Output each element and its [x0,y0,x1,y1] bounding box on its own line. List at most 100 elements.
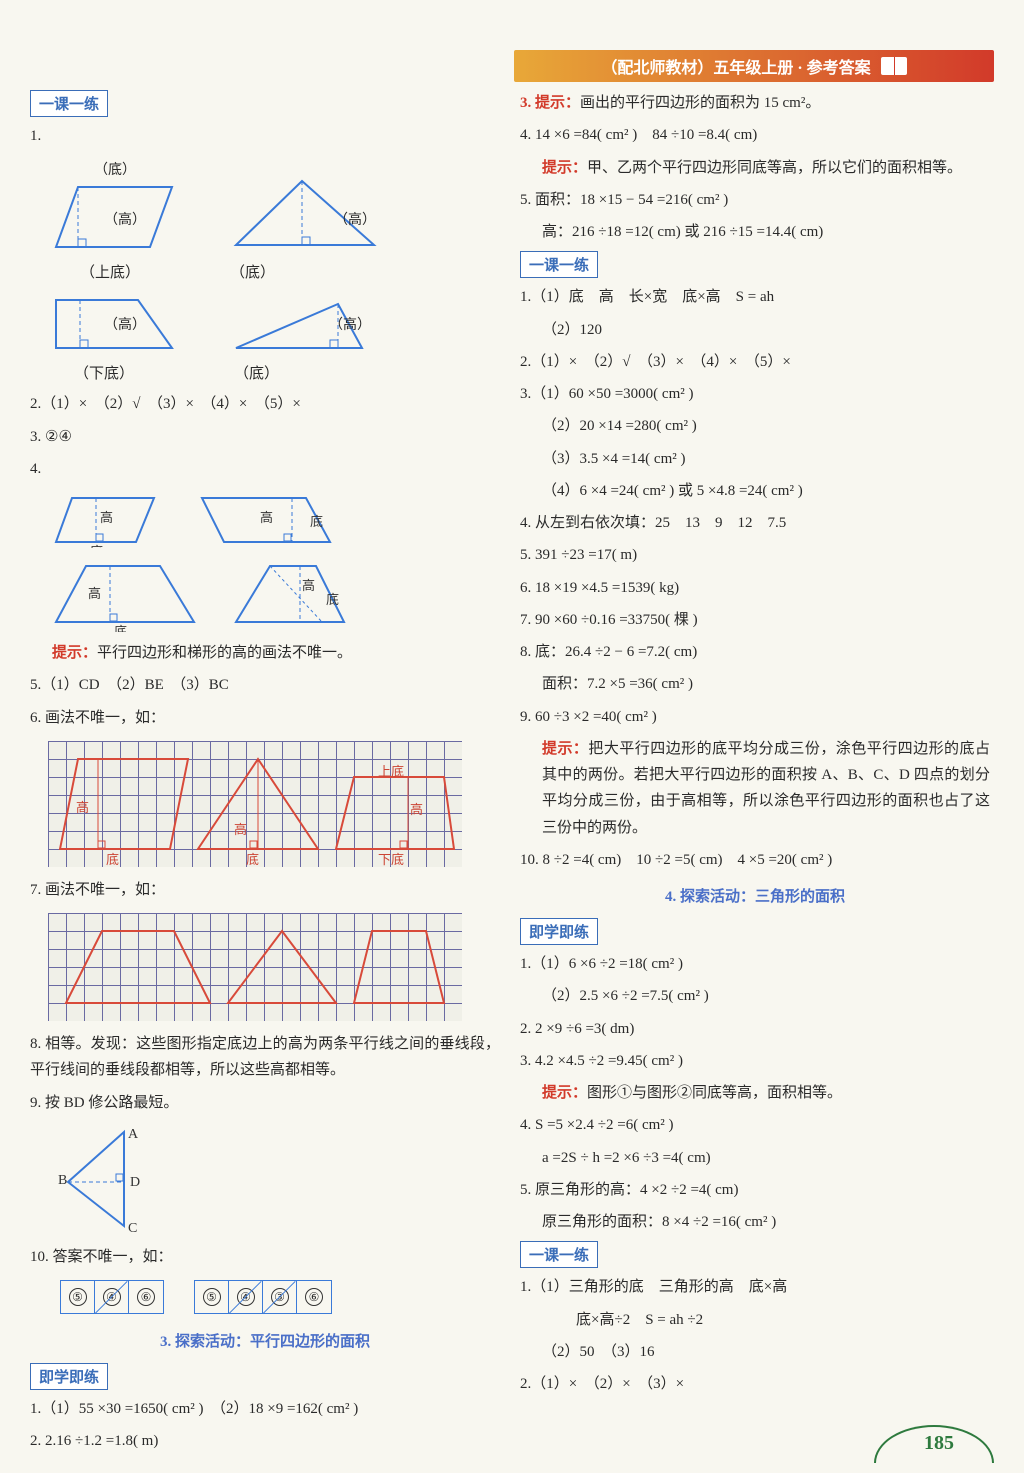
section-4-title: 4. 探索活动：三角形的面积 [520,885,990,906]
q8: 8. 相等。发现：这些图形指定底边上的高为两条平行线之间的垂线段，平行线间的垂线… [30,1031,500,1084]
cell-val: ⑥ [137,1288,155,1306]
svg-text:底: 底 [310,514,323,529]
k1c: （2）50 （3）16 [520,1339,990,1365]
di2: 底 [246,849,259,868]
lbl-mid: （高） [104,314,146,334]
r5b: 高：216 ÷18 =12( cm) 或 216 ÷15 =14.4( cm) [520,219,990,245]
q6: 6. 画法不唯一，如： [30,705,500,731]
p1a: 1.（1）底 高 长×宽 底×高 S = ah [520,284,990,310]
jx1b: （2）2.5 ×6 ÷2 =7.5( cm² ) [520,983,990,1009]
two-column-layout: 一课一练 1. （底） （高） （高） [30,90,994,1455]
lbl-bot2: （底） [234,362,279,383]
tip-label: 提示： [542,1085,587,1101]
practice-box-2: 一课一练 [520,251,598,278]
p3b: （2）20 ×14 =280( cm² ) [520,413,990,439]
q10-boxes: ⑤ ④ ⑥ ⑤ ④ ③ ⑥ [60,1280,500,1314]
left-column: 一课一练 1. （底） （高） （高） [30,90,500,1455]
jx4b: a =2S ÷ h =2 ×6 ÷3 =4( cm) [520,1145,990,1171]
cell: ④ [229,1281,263,1313]
q1-shape-row-2b: （下底） （底） [74,362,500,383]
cell-val: ⑤ [69,1288,87,1306]
q4-para-1: 高 底 [50,492,160,548]
cell-val: ⑤ [203,1288,221,1306]
svg-text:高: 高 [260,510,273,525]
q4-tip: 提示：平行四边形和梯形的高的画法不唯一。 [30,640,500,666]
svg-text:D: D [130,1175,140,1190]
k1b: 底×高÷2 S = ah ÷2 [520,1307,990,1333]
q1-label: 1. [30,123,500,149]
jx1a: 1.（1）6 ×6 ÷2 =18( cm² ) [520,951,990,977]
svg-text:底: 底 [90,544,103,548]
q3: 3. ②④ [30,424,500,450]
q9-diagram: A B D C [58,1126,500,1236]
header-banner: （配北师教材）五年级上册 · 参考答案 [514,50,994,82]
lbl-bot1: （下底） [74,362,134,383]
r4a: 4. 14 ×6 =84( cm² ) 84 ÷10 =8.4( cm) [520,122,990,148]
svg-text:高: 高 [88,586,101,601]
p8b: 面积：7.2 ×5 =36( cm² ) [520,671,990,697]
q9: 9. 按 BD 修公路最短。 [30,1090,500,1116]
cell: ③ [263,1281,297,1313]
cell: ⑥ [297,1281,331,1313]
shangdi: 上底 [378,761,404,780]
r5a: 5. 面积：18 ×15 − 54 =216( cm² ) [520,187,990,213]
cell-val: ④ [237,1288,255,1306]
gao1: 高 [76,797,89,816]
q2: 2.（1）× （2）√ （3）× （4）× （5）× [30,391,500,417]
header-text: （配北师教材）五年级上册 · 参考答案 [601,54,870,78]
practice-box-1: 一课一练 [30,90,108,117]
q5: 5.（1）CD （2）BE （3）BC [30,672,500,698]
svg-text:底: 底 [114,624,127,632]
q4-row1: 高 底 高 底 [50,492,500,548]
p3a: 3.（1）60 ×50 =3000( cm² ) [520,381,990,407]
k1a: 1.（1）三角形的底 三角形的高 底×高 [520,1274,990,1300]
p9-tip: 提示：把大平行四边形的底平均分成三份，涂色平行四边形的底占其中的两份。若把大平行… [520,736,990,841]
right-column: 3. 提示：画出的平行四边形的面积为 15 cm²。 4. 14 ×6 =84(… [520,90,990,1455]
lbl-mid: （高） [329,314,371,334]
p10: 10. 8 ÷2 =4( cm) 10 ÷2 =5( cm) 4 ×5 =20(… [520,847,990,873]
svg-text:B: B [58,1173,67,1188]
lbl-mid: （高） [104,209,146,229]
svg-text:底: 底 [326,592,339,607]
lbl-mid: （高） [334,209,376,229]
jxjl1: 1.（1）55 ×30 =1650( cm² ) （2）18 ×9 =162( … [30,1396,500,1422]
tip-label: 提示： [52,645,97,661]
page-number: 185 [924,1432,954,1455]
parallelogram-1: （底） （高） [50,159,180,273]
practice-box-3: 一课一练 [520,1241,598,1268]
jx3-tip: 提示：图形①与图形②同底等高，面积相等。 [520,1080,990,1106]
p3c: （3）3.5 ×4 =14( cm² ) [520,446,990,472]
cell-val: ⑥ [305,1288,323,1306]
jx4a: 4. S =5 ×2.4 ÷2 =6( cm² ) [520,1112,990,1138]
q1-shape-row-1: （底） （高） （高） [50,159,500,273]
jx5b: 原三角形的面积：8 ×4 ÷2 =16( cm² ) [520,1209,990,1235]
cell: ④ [95,1281,129,1313]
svg-text:C: C [128,1221,137,1236]
tip-text: 平行四边形和梯形的高的画法不唯一。 [97,645,352,661]
learn-box-1: 即学即练 [30,1363,108,1390]
jx2: 2. 2 ×9 ÷6 =3( dm) [520,1016,990,1042]
lbl-bot2: （底） [230,261,275,282]
jxjl2: 2. 2.16 ÷1.2 =1.8( m) [30,1428,500,1454]
tip-label: 提示： [542,160,587,176]
k2: 2.（1）× （2）× （3）× [520,1371,990,1397]
p8a: 8. 底：26.4 ÷2 − 6 =7.2( cm) [520,639,990,665]
p1b: （2）120 [520,317,990,343]
cell: ⑤ [61,1281,95,1313]
svg-text:A: A [128,1127,139,1142]
lbl-top: （底） [94,159,136,179]
r4-tip: 提示：甲、乙两个平行四边形同底等高，所以它们的面积相等。 [520,155,990,181]
p2: 2.（1）× （2）√ （3）× （4）× （5）× [520,349,990,375]
box-group-1: ⑤ ④ ⑥ [60,1280,164,1314]
q4-row2: 高 底 高 底 [50,560,500,632]
section-3-title: 3. 探索活动：平行四边形的面积 [30,1330,500,1351]
gao2: 高 [234,819,247,838]
xiadi: 下底 [378,849,404,868]
jx3: 3. 4.2 ×4.5 ÷2 =9.45( cm² ) [520,1048,990,1074]
cell-val: ③ [271,1288,289,1306]
q1-shape-row-1b: （上底） （底） [80,261,500,282]
q4-para-2: 高 底 [196,492,336,548]
svg-text:高: 高 [100,510,113,525]
tip-label: 3. 提示： [520,95,580,111]
q7-grid [48,913,462,1021]
